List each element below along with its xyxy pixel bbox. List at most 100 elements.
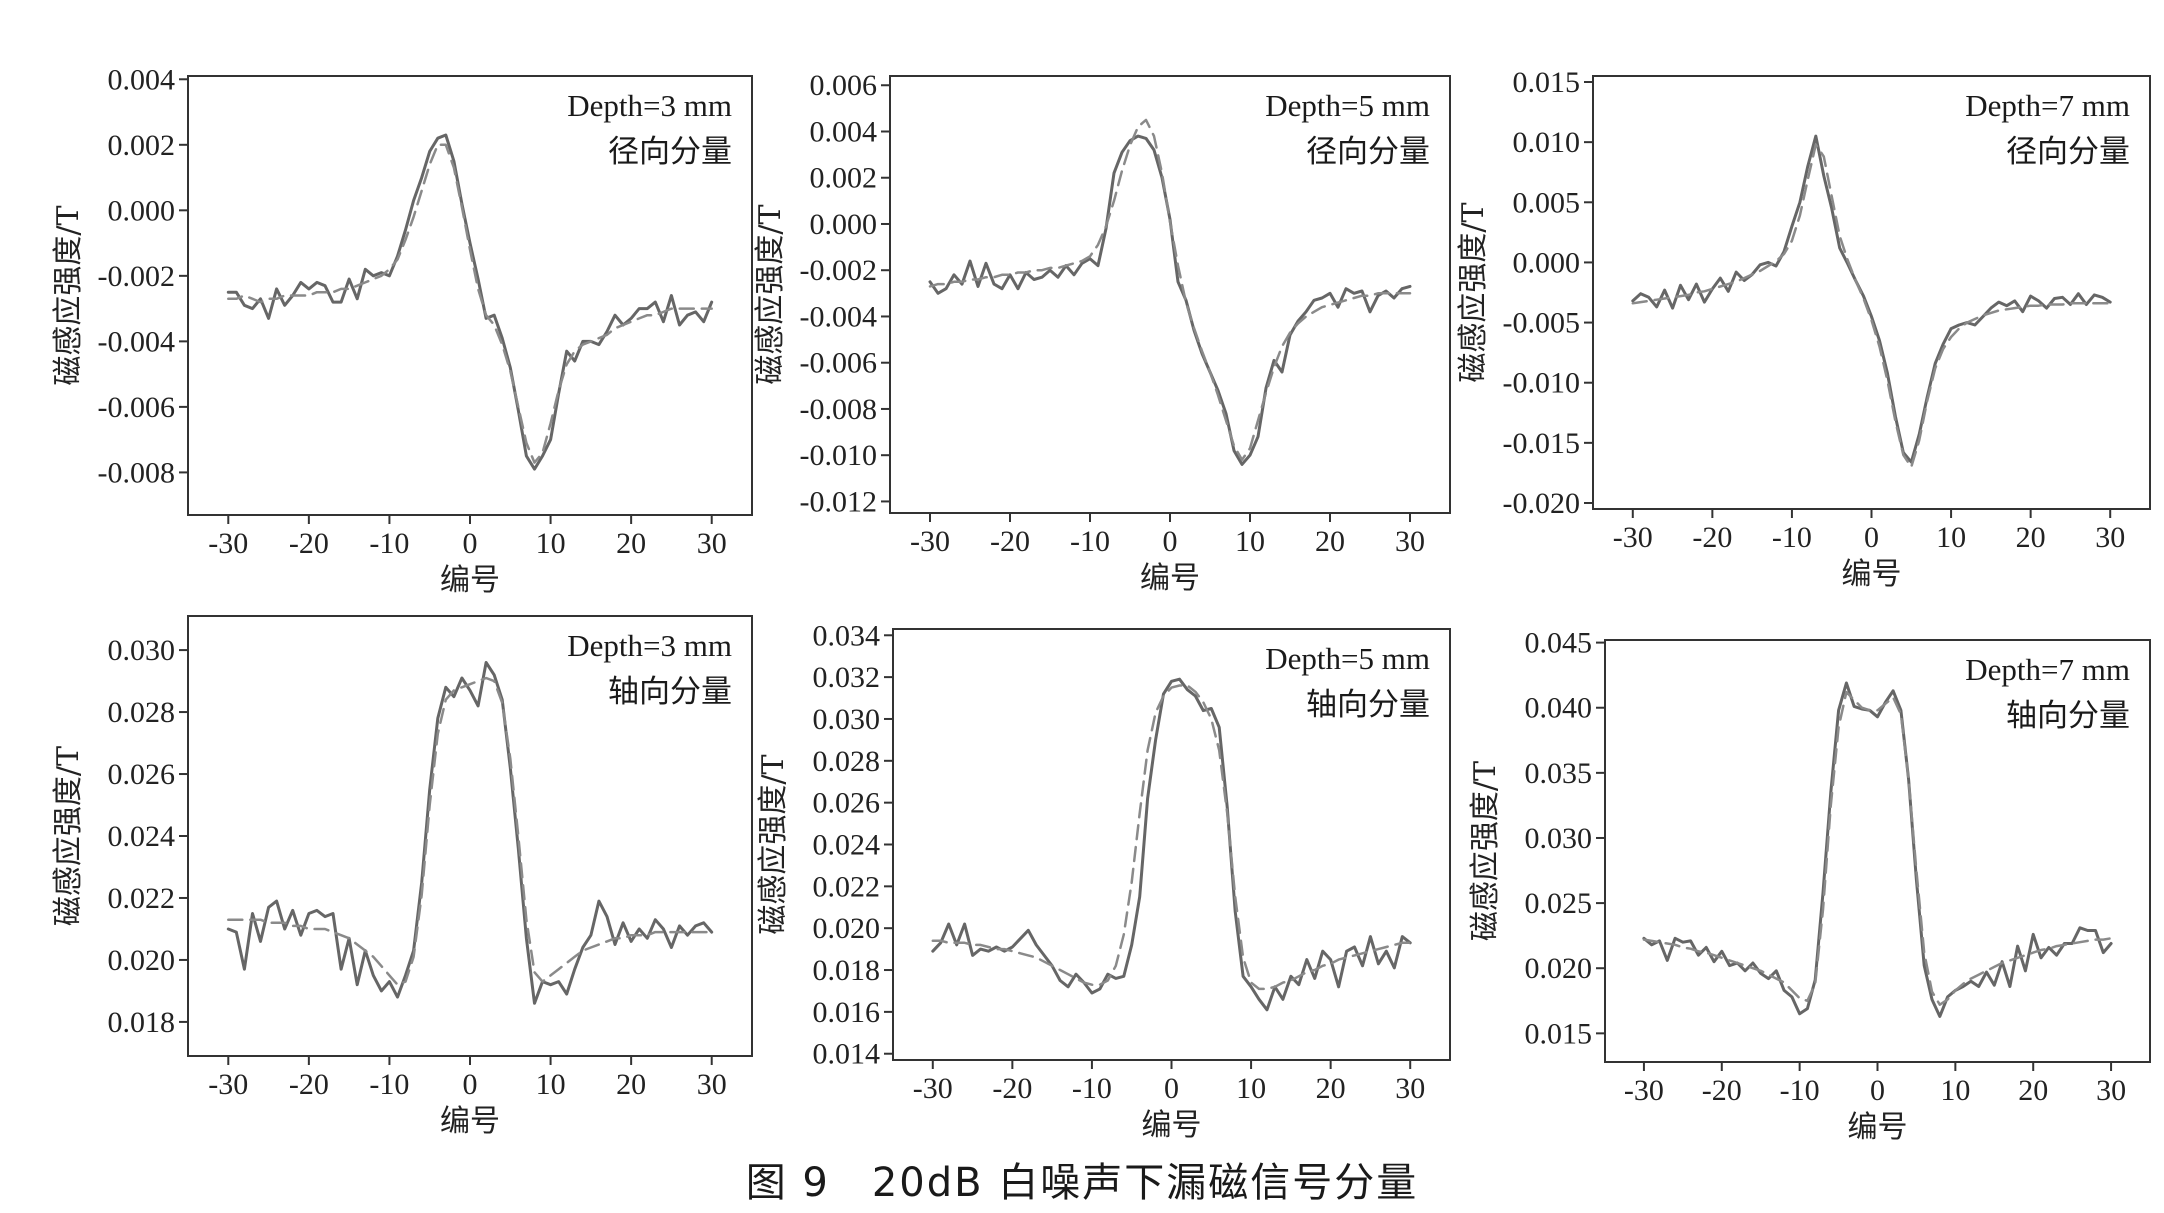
x-tick-label: -20 [1692, 521, 1732, 554]
y-tick-label: 0.000 [1513, 246, 1581, 279]
x-axis-label: 编号 [440, 563, 500, 598]
y-tick-label: 0.022 [108, 882, 176, 915]
y-axis-label: 磁感应强度/T [1456, 202, 1491, 382]
fitted-signal-line [227, 143, 713, 464]
x-tick-label: 20 [616, 1068, 646, 1101]
y-tick-label: 0.002 [108, 129, 176, 162]
depth-annotation: Depth=7 mm [1965, 652, 2130, 687]
x-tick-label: 10 [1235, 525, 1265, 558]
component-annotation: 轴向分量 [608, 674, 732, 709]
chart-panel-2: -0.012 -0.010 -0.008 -0.006 -0.004 -0.002 0.00… [753, 69, 1451, 596]
component-annotation: 径向分量 [608, 134, 732, 169]
depth-annotation: Depth=3 mm [567, 88, 732, 123]
x-tick-label: -30 [910, 525, 950, 558]
x-tick-label: -20 [289, 527, 329, 560]
fitted-signal-line [931, 684, 1412, 991]
x-tick-label: -10 [369, 1068, 409, 1101]
chart-panel-3: -0.020 -0.015 -0.010 -0.005 0.000 0.005 0.010 0… [1456, 66, 2151, 592]
y-tick-label: 0.014 [813, 1038, 881, 1071]
x-tick-label: 10 [1236, 1072, 1266, 1105]
y-tick-label: 0.020 [1525, 952, 1593, 985]
x-tick-label: 20 [2018, 1074, 2048, 1107]
x-axis-label: 编号 [1848, 1110, 1908, 1145]
component-annotation: 轴向分量 [1306, 687, 1430, 722]
noisy-signal-line [928, 134, 1412, 466]
x-tick-label: 10 [1936, 521, 1966, 554]
x-tick-label: 10 [536, 1068, 566, 1101]
y-axis-label: 磁感应强度/T [51, 205, 86, 385]
y-tick-label: 0.000 [810, 208, 878, 241]
chart-panel-5: 0.014 0.016 0.018 0.020 0.022 0.024 0.026 0.028… [756, 619, 1451, 1143]
x-tick-label: -10 [1070, 525, 1110, 558]
y-tick-label: -0.010 [1503, 367, 1581, 400]
y-axis-label: 磁感应强度/T [1468, 761, 1503, 941]
x-tick-label: 30 [697, 527, 727, 560]
component-annotation: 轴向分量 [2006, 698, 2130, 733]
y-tick-label: 0.032 [813, 661, 881, 694]
x-tick-label: -10 [1780, 1074, 1820, 1107]
y-tick-label: -0.012 [800, 485, 878, 518]
y-tick-label: -0.006 [800, 347, 878, 380]
y-tick-label: 0.030 [813, 703, 881, 736]
x-tick-label: -30 [1613, 521, 1653, 554]
x-tick-label: 0 [1164, 1072, 1179, 1105]
y-tick-label: -0.006 [98, 391, 176, 424]
noisy-signal-line [1631, 134, 2112, 464]
y-tick-label: -0.020 [1503, 487, 1581, 520]
y-tick-label: 0.005 [1513, 186, 1581, 219]
x-axis-label: 编号 [1842, 557, 1902, 592]
x-tick-label: 0 [1864, 521, 1879, 554]
y-tick-label: 0.006 [810, 69, 878, 102]
x-tick-label: 20 [616, 527, 646, 560]
x-axis-label: 编号 [1140, 561, 1200, 596]
y-axis-label: 磁感应强度/T [756, 754, 791, 934]
noisy-signal-line [931, 677, 1412, 1012]
y-tick-label: 0.045 [1525, 627, 1593, 660]
y-tick-label: 0.016 [813, 996, 881, 1029]
y-tick-label: -0.015 [1503, 427, 1581, 460]
x-tick-label: 30 [1395, 1072, 1425, 1105]
fitted-signal-line [1631, 143, 2112, 469]
y-tick-label: 0.018 [108, 1006, 176, 1039]
x-tick-label: 0 [1163, 525, 1178, 558]
x-tick-label: -10 [369, 527, 409, 560]
chart-panel-6: 0.015 0.020 0.025 0.030 0.035 0.040 0.045 -30 -2… [1468, 627, 2151, 1145]
chart-panel-1: -0.008 -0.006 -0.004 -0.002 0.000 0.002 0.004 -… [51, 63, 753, 598]
x-tick-label: -30 [208, 1068, 248, 1101]
x-tick-label: 10 [1940, 1074, 1970, 1107]
x-tick-label: 30 [2096, 1074, 2126, 1107]
x-tick-label: 0 [463, 527, 478, 560]
depth-annotation: Depth=7 mm [1965, 88, 2130, 123]
y-tick-label: 0.024 [108, 820, 176, 853]
x-tick-label: 30 [2095, 521, 2125, 554]
noisy-signal-line [226, 661, 714, 1005]
depth-annotation: Depth=5 mm [1265, 641, 1430, 676]
y-axis-label: 磁感应强度/T [753, 204, 788, 384]
y-axis-label: 磁感应强度/T [51, 746, 86, 926]
noisy-signal-line [1642, 681, 2113, 1018]
y-tick-label: 0.025 [1525, 887, 1593, 920]
component-annotation: 径向分量 [1306, 134, 1430, 169]
y-tick-label: 0.004 [810, 115, 878, 148]
y-tick-label: 0.028 [108, 696, 176, 729]
y-tick-label: 0.035 [1525, 757, 1593, 790]
x-tick-label: -20 [990, 525, 1030, 558]
y-tick-label: 0.010 [1513, 126, 1581, 159]
x-tick-label: -10 [1072, 1072, 1112, 1105]
figure-caption: 图 9 20dB 白噪声下漏磁信号分量 [745, 1160, 1419, 1206]
y-tick-label: -0.008 [800, 393, 878, 426]
x-tick-label: -20 [289, 1068, 329, 1101]
y-tick-label: 0.015 [1525, 1017, 1593, 1050]
fitted-signal-line [1642, 690, 2113, 1006]
y-tick-label: -0.002 [98, 260, 176, 293]
y-tick-label: 0.034 [813, 619, 881, 652]
y-tick-label: 0.020 [813, 912, 881, 945]
y-tick-label: 0.002 [810, 162, 878, 195]
x-tick-label: 20 [2016, 521, 2046, 554]
y-tick-label: 0.028 [813, 745, 881, 778]
y-tick-label: -0.010 [800, 439, 878, 472]
x-tick-label: -20 [1702, 1074, 1742, 1107]
depth-annotation: Depth=5 mm [1265, 88, 1430, 123]
x-tick-label: -10 [1772, 521, 1812, 554]
fitted-signal-line [928, 118, 1412, 462]
